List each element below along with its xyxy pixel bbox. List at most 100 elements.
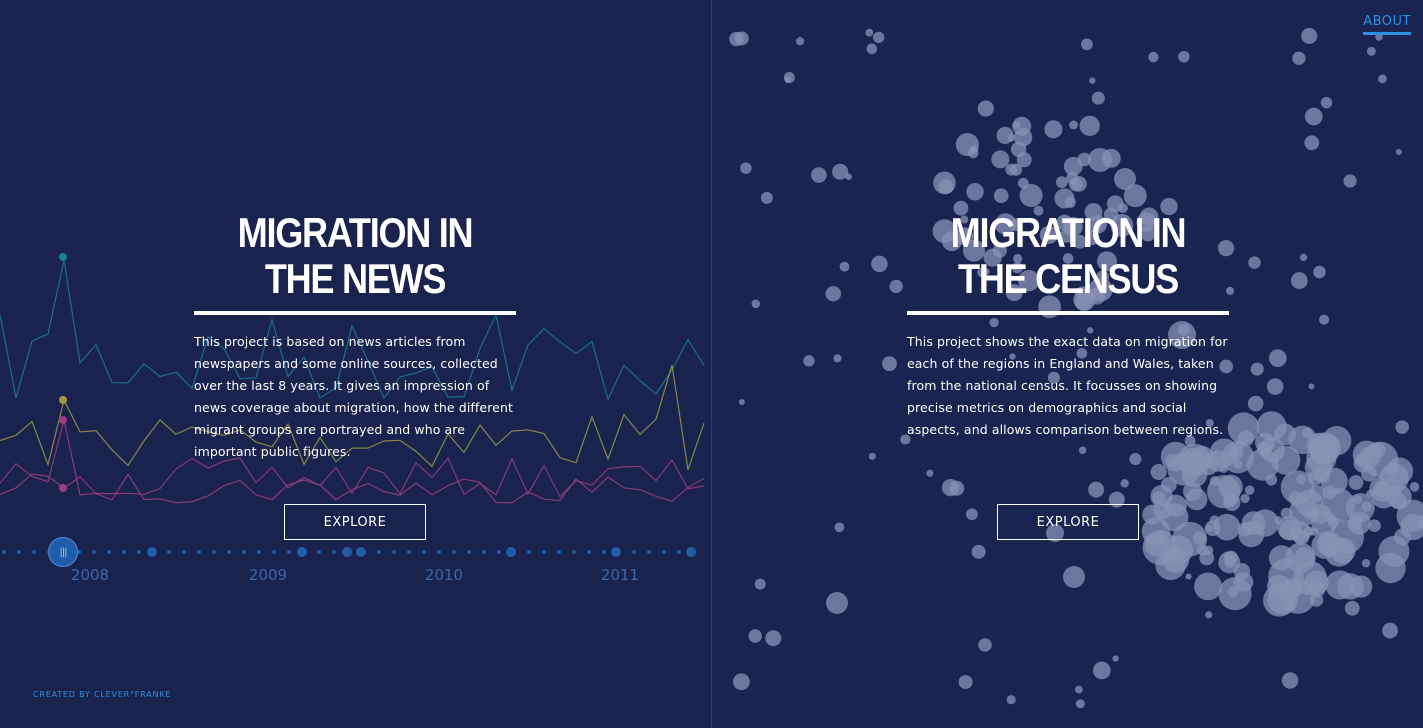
timeline-tick: [557, 550, 561, 554]
census-bubble: [1168, 321, 1196, 349]
census-bubble: [1112, 655, 1119, 662]
timeline-event-dot: [297, 547, 307, 557]
census-bubble: [1076, 347, 1088, 359]
timeline-tick: [197, 550, 201, 554]
census-title-line2: THE CENSUS: [958, 255, 1179, 302]
census-bubble: [1155, 549, 1186, 581]
census-bubble: [1123, 184, 1147, 208]
census-bubble: [900, 434, 911, 445]
census-bubble: [1009, 353, 1016, 360]
news-series-line: [0, 364, 705, 470]
credit-link[interactable]: CREATED BY CLEVER°FRANKE: [33, 690, 172, 699]
timeline-year-2009[interactable]: 2009: [248, 566, 288, 584]
census-bubble: [1361, 465, 1377, 482]
timeline-year-2010[interactable]: 2010: [424, 566, 464, 584]
census-bubble: [1307, 470, 1323, 486]
census-bubble: [926, 469, 934, 477]
census-bubble: [1091, 91, 1105, 105]
census-bubble: [738, 398, 745, 405]
census-bubble: [1120, 479, 1129, 488]
census-bubble: [941, 478, 960, 497]
census-bubble: [1213, 513, 1241, 541]
census-bubble: [1395, 420, 1409, 434]
census-bubble: [1088, 287, 1106, 305]
census-bubble: [1281, 672, 1299, 689]
census-bubble: [1054, 188, 1075, 209]
timeline-tick: [92, 550, 96, 554]
census-bubble: [965, 227, 973, 235]
census-bubble: [966, 183, 984, 201]
census-bubble: [1233, 572, 1254, 592]
census-panel[interactable]: MIGRATION IN THE CENSUS This project sho…: [712, 0, 1423, 728]
news-title-rule: [194, 311, 516, 315]
census-bubble: [1075, 699, 1085, 709]
census-bubble: [1219, 359, 1234, 374]
census-bubble: [989, 317, 999, 328]
timeline-year-2011[interactable]: 2011: [600, 566, 640, 584]
census-bubble: [754, 578, 766, 590]
census-bubble: [1386, 462, 1400, 476]
about-link[interactable]: ABOUT: [1363, 14, 1411, 35]
timeline-tick: [287, 550, 291, 554]
timeline-track[interactable]: [0, 0, 711, 728]
census-bubble: [783, 72, 795, 84]
census-bubble: [1079, 115, 1100, 136]
census-bubble: [873, 31, 885, 44]
census-bubble: [1072, 234, 1087, 249]
timeline-year-2008[interactable]: 2008: [70, 566, 110, 584]
news-line-chart: [0, 253, 705, 504]
census-bubble: [871, 255, 888, 273]
timeline-tick: [647, 550, 651, 554]
census-bubble: [1302, 427, 1313, 439]
census-bubble: [996, 126, 1014, 145]
census-bubble: [1248, 256, 1261, 269]
census-bubble: [1193, 531, 1207, 545]
census-bubble: [1013, 128, 1033, 147]
census-bubble: [967, 147, 979, 159]
timeline-tick: [572, 550, 576, 554]
census-bubble: [1314, 433, 1339, 458]
census-bubble: [1308, 383, 1315, 390]
census-bubble: [1227, 412, 1260, 445]
news-series-marker: [59, 484, 67, 492]
census-bubble: [1185, 573, 1192, 580]
timeline-tick: [587, 550, 591, 554]
census-bubble: [1240, 493, 1250, 504]
census-bubble: [1241, 511, 1266, 536]
timeline-handle[interactable]: |||: [48, 537, 78, 567]
census-bubble: [965, 508, 978, 521]
census-explore-button[interactable]: EXPLORE: [997, 504, 1139, 540]
timeline-event-dot: [611, 547, 621, 557]
census-bubble: [1318, 533, 1339, 554]
census-bubble: [1304, 107, 1323, 126]
census-bubble: [1178, 51, 1190, 63]
timeline-tick: [452, 550, 456, 554]
news-panel[interactable]: MIGRATION IN THE NEWS This project is ba…: [0, 0, 711, 728]
census-bubble: [1184, 435, 1196, 447]
census-bubble: [795, 37, 805, 46]
census-bubble: [1033, 205, 1044, 216]
census-bubble: [825, 285, 841, 302]
census-bubble: [734, 31, 749, 46]
census-bubble: [889, 279, 903, 294]
census-bubble: [991, 150, 1010, 169]
census-bubble: [1046, 524, 1064, 542]
census-bubble: [732, 673, 750, 691]
census-bubble: [1005, 284, 1023, 302]
census-bubble: [751, 299, 761, 309]
census-bubble: [1217, 239, 1235, 257]
census-bubble: [1198, 454, 1219, 476]
census-bubble: [1319, 314, 1330, 325]
census-bubble: [839, 261, 850, 272]
timeline-tick: [467, 550, 471, 554]
census-bubble: [833, 354, 842, 363]
census-bubble: [1129, 453, 1142, 466]
census-bubble: [1016, 152, 1032, 168]
census-bubble: [1197, 544, 1208, 556]
census-bubble: [1304, 508, 1316, 520]
timeline-event-dot: [506, 547, 516, 557]
census-bubble: [1139, 207, 1159, 227]
news-explore-button[interactable]: EXPLORE: [284, 504, 426, 540]
census-bubble: [1368, 519, 1381, 533]
census-bubble: [866, 43, 878, 55]
